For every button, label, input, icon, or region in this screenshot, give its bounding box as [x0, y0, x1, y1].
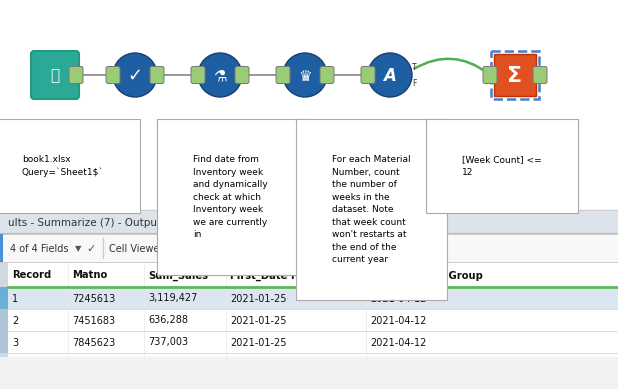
Text: 2021-04-12: 2021-04-12 [370, 293, 426, 303]
Text: Last_Date for Group: Last_Date for Group [370, 270, 483, 280]
FancyBboxPatch shape [191, 67, 205, 84]
Text: 7245613: 7245613 [72, 293, 115, 303]
Text: 7451683: 7451683 [72, 315, 115, 326]
Text: First_Date for Group: First_Date for Group [230, 270, 345, 280]
Bar [8, 263, 618, 287]
Bar [0, 0, 618, 210]
Bar [8, 287, 618, 309]
FancyBboxPatch shape [235, 67, 249, 84]
Bar [8, 331, 618, 353]
Circle shape [368, 53, 412, 97]
FancyBboxPatch shape [150, 67, 164, 84]
Text: Record: Record [12, 270, 51, 280]
Text: 3,119,427: 3,119,427 [148, 293, 197, 303]
Text: 2021-01-25: 2021-01-25 [230, 315, 287, 326]
Text: 📖: 📖 [51, 68, 59, 84]
Text: 3: 3 [12, 338, 18, 347]
Text: 737,003: 737,003 [148, 338, 188, 347]
FancyBboxPatch shape [494, 54, 536, 96]
Text: F: F [412, 79, 416, 88]
Text: 2021-01-25: 2021-01-25 [230, 293, 287, 303]
Text: 2021-01-25: 2021-01-25 [230, 338, 287, 347]
Text: [Week Count] <=
12: [Week Count] <= 12 [462, 155, 541, 177]
Text: Σ: Σ [507, 66, 523, 86]
Text: ▼: ▼ [75, 244, 82, 253]
Bar [0, 263, 8, 357]
Text: ✓: ✓ [86, 244, 95, 254]
Text: A: A [384, 67, 396, 85]
Bar [0, 211, 618, 233]
FancyBboxPatch shape [533, 67, 547, 84]
Bar [0, 263, 618, 357]
Text: Matno: Matno [72, 270, 108, 280]
Text: 1: 1 [12, 293, 18, 303]
FancyBboxPatch shape [483, 67, 497, 84]
Circle shape [113, 53, 157, 97]
Bar [8, 309, 618, 331]
FancyBboxPatch shape [31, 51, 79, 99]
Text: ♛: ♛ [298, 68, 312, 84]
FancyBboxPatch shape [320, 67, 334, 84]
Text: ↑: ↑ [308, 242, 318, 255]
Text: 636,288: 636,288 [148, 315, 188, 326]
Text: Find date from
Inventory week
and dynamically
check at which
Inventory week
we a: Find date from Inventory week and dynami… [193, 155, 268, 239]
Text: 2: 2 [12, 315, 19, 326]
FancyBboxPatch shape [276, 67, 290, 84]
Text: T: T [412, 63, 417, 72]
Text: ↓: ↓ [322, 242, 332, 255]
Text: For each Material
Number, count
the number of
weeks in the
dataset. Note
that we: For each Material Number, count the numb… [332, 155, 410, 264]
FancyBboxPatch shape [69, 67, 83, 84]
Text: 4 of 4 Fields: 4 of 4 Fields [10, 244, 69, 254]
Bar [0, 234, 618, 262]
Circle shape [283, 53, 327, 97]
FancyBboxPatch shape [106, 67, 120, 84]
Text: Cell Viewer: Cell Viewer [109, 244, 164, 254]
Bar [0, 234, 3, 262]
Circle shape [198, 53, 242, 97]
Text: ▼: ▼ [161, 244, 167, 253]
Text: ults - Summarize (7) - Output: ults - Summarize (7) - Output [8, 217, 161, 228]
Text: ⚗: ⚗ [213, 68, 227, 84]
Text: Sum_Sales: Sum_Sales [148, 270, 208, 280]
Bar [0, 287, 8, 309]
Text: 2021-04-12: 2021-04-12 [370, 315, 426, 326]
Text: 7845623: 7845623 [72, 338, 115, 347]
FancyBboxPatch shape [361, 67, 375, 84]
Bar [0, 331, 8, 353]
Bar [0, 309, 8, 331]
FancyBboxPatch shape [491, 51, 539, 99]
Text: 2021-04-12: 2021-04-12 [370, 338, 426, 347]
Text: ✓: ✓ [127, 67, 143, 85]
Text: book1.xlsx
Query=`Sheet1$`: book1.xlsx Query=`Sheet1$` [22, 155, 104, 177]
Text: 3 records displayed: 3 records displayed [181, 244, 276, 254]
